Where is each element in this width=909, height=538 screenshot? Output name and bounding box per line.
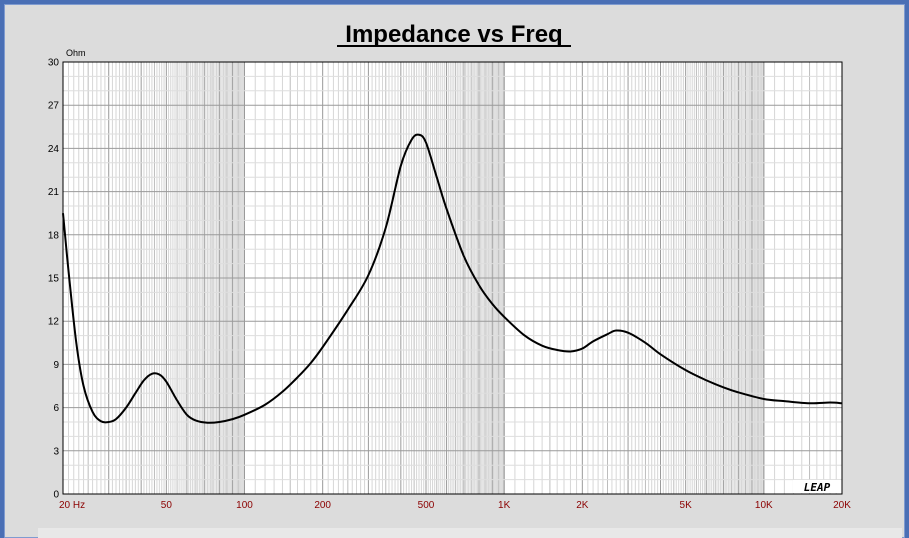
plot-border <box>62 61 843 495</box>
x-tick-label: 2K <box>576 500 589 511</box>
y-tick-label: 30 <box>48 58 60 69</box>
y-axis-unit-label: Ohm <box>66 48 86 58</box>
x-tick-label: 500 <box>418 500 435 511</box>
y-tick-label: 21 <box>48 187 60 198</box>
y-tick-labels: 0 3 6 9 12 15 18 21 24 27 30 <box>48 58 60 501</box>
y-tick-label: 12 <box>48 317 60 328</box>
x-tick-label: 1K <box>498 500 511 511</box>
x-tick-label: 5K <box>680 500 693 511</box>
chart-title: Impedance vs Freq <box>345 21 562 48</box>
x-tick-label: 100 <box>236 500 253 511</box>
impedance-curve <box>62 133 843 424</box>
y-tick-label: 24 <box>48 144 60 155</box>
x-tick-labels: 20 Hz 50 100 200 500 1K 2K 5K 10K 20K <box>59 500 851 511</box>
x-tick-label: 20K <box>833 500 851 511</box>
y-tick-label: 6 <box>53 403 59 414</box>
x-tick-label: 10K <box>755 500 773 511</box>
y-tick-label: 15 <box>48 274 60 285</box>
x-tick-label: 50 <box>161 500 173 511</box>
x-tick-label: 20 Hz <box>59 500 85 511</box>
x-tick-label: 200 <box>314 500 331 511</box>
y-tick-label: 27 <box>48 101 60 112</box>
y-tick-label: 18 <box>48 230 60 241</box>
y-tick-label: 0 <box>53 490 59 501</box>
leap-logo: LEAP <box>793 480 841 494</box>
grid <box>63 61 842 495</box>
y-tick-label: 3 <box>53 446 59 457</box>
leap-logo-text: LEAP <box>804 481 831 494</box>
y-tick-label: 9 <box>53 360 59 371</box>
bottom-strip <box>38 528 902 538</box>
